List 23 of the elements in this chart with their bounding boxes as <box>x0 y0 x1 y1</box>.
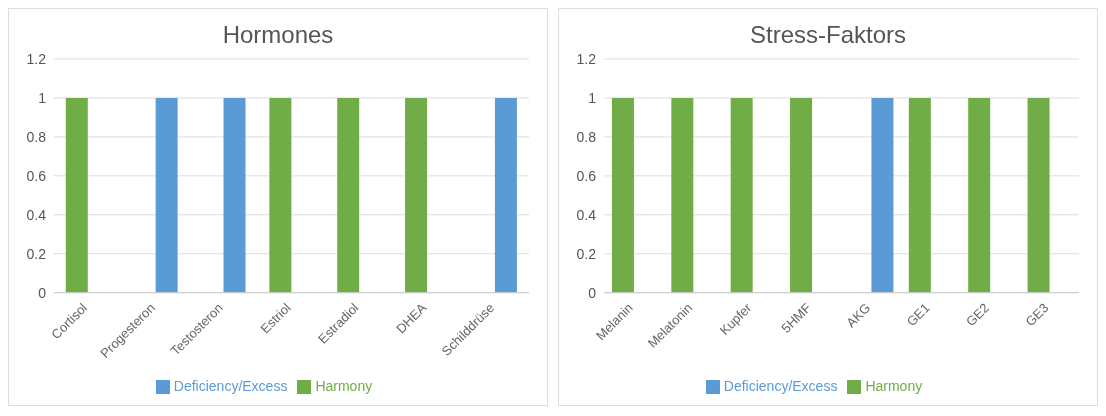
y-tick-label: 0 <box>588 284 597 301</box>
y-tick-label: 0.2 <box>576 245 597 262</box>
legend-label: Harmony <box>865 377 923 394</box>
y-tick-label: 0.8 <box>26 128 47 145</box>
x-tick-label: GE1 <box>903 300 933 330</box>
chart-title: Stress-Faktors <box>749 21 907 49</box>
legend-label: Deficiency/Excess <box>173 377 288 394</box>
y-tick-label: 0.4 <box>576 206 597 223</box>
y-tick-label: 1.2 <box>576 50 597 67</box>
y-tick-label: 0.2 <box>26 245 47 262</box>
y-tick-label: 1.2 <box>26 50 47 67</box>
y-tick-label: 0.6 <box>576 167 597 184</box>
legend-label: Harmony <box>315 377 373 394</box>
x-tick-label: GE2 <box>963 300 993 330</box>
y-tick-label: 1 <box>38 89 47 106</box>
y-tick-label: 0.4 <box>26 206 47 223</box>
y-tick-label: 0.6 <box>26 167 47 184</box>
y-tick-label: 0 <box>38 284 47 301</box>
y-tick-label: 1 <box>588 89 597 106</box>
legend-label: Deficiency/Excess <box>723 377 838 394</box>
y-tick-label: 0.8 <box>576 128 597 145</box>
x-tick-label: GE3 <box>1022 300 1052 330</box>
chart-title: Hormones <box>221 21 335 49</box>
